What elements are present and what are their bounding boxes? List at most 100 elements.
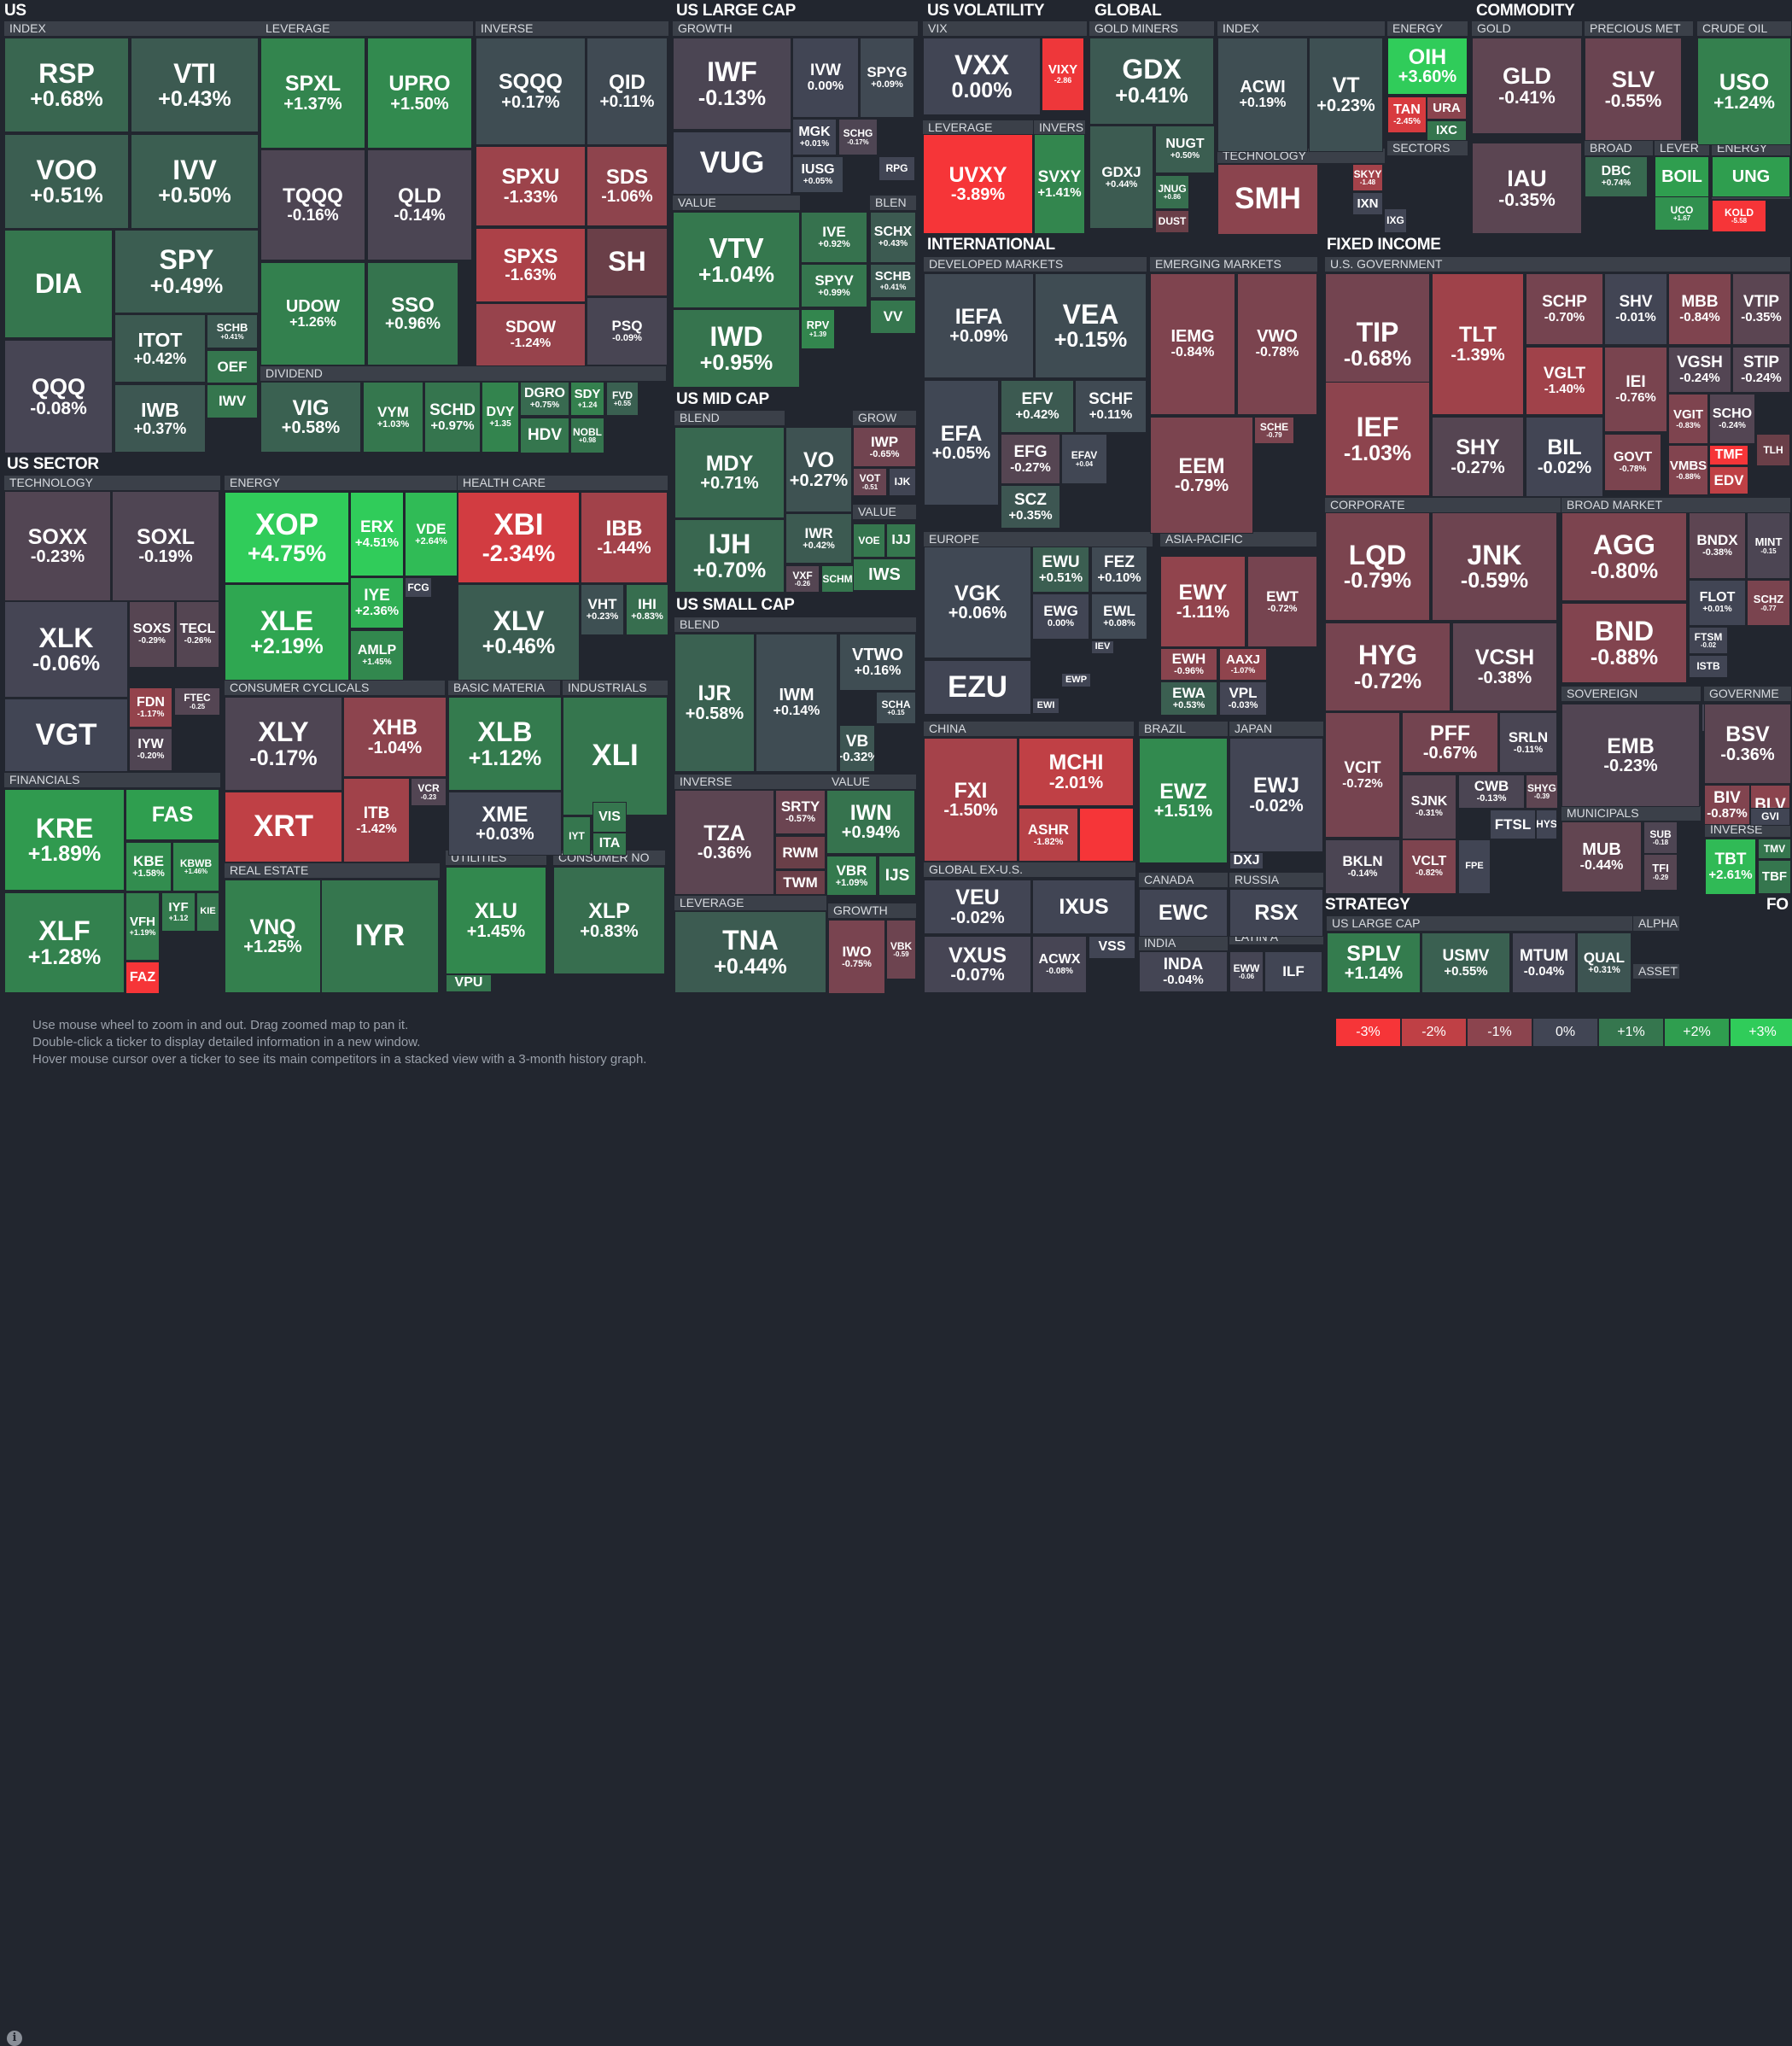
tile-iwr[interactable]: IWR +0.42% xyxy=(785,513,852,564)
tile-iwf[interactable]: IWF -0.13% xyxy=(673,38,791,130)
tile-ashr[interactable]: ASHR -1.82% xyxy=(1019,808,1078,862)
tile-jnug[interactable]: JNUG +0.86 xyxy=(1155,175,1189,209)
tile-fvd[interactable]: FVD +0.55 xyxy=(606,382,639,416)
tile-slv[interactable]: SLV -0.55% xyxy=(1585,38,1682,141)
tile-vfh[interactable]: VFH +1.19% xyxy=(125,892,160,961)
tile-spyv[interactable]: SPYV +0.99% xyxy=(801,264,867,307)
tile-ewa[interactable]: EWA +0.53% xyxy=(1160,681,1217,716)
tile-iwo[interactable]: IWO -0.75% xyxy=(828,920,885,994)
tile-fpe[interactable]: FPE xyxy=(1458,839,1491,894)
tile-vtwo[interactable]: VTWO +0.16% xyxy=(839,634,916,691)
tile-dvy[interactable]: DVY +1.35 xyxy=(482,382,519,453)
tile-iwn[interactable]: IWN +0.94% xyxy=(826,790,915,854)
tile-iei[interactable]: IEI -0.76% xyxy=(1604,347,1667,432)
tile-xop[interactable]: XOP +4.75% xyxy=(225,492,349,583)
tile-iwp[interactable]: IWP -0.65% xyxy=(853,427,916,467)
tile-spxu[interactable]: SPXU -1.33% xyxy=(476,146,586,226)
tile-acwi[interactable]: ACWI +0.19% xyxy=(1217,38,1308,152)
tile-xme[interactable]: XME +0.03% xyxy=(448,792,562,856)
tile-mint[interactable]: MINT -0.15 xyxy=(1747,512,1790,579)
tile-vcr[interactable]: VCR -0.23 xyxy=(411,778,447,806)
tile-xrt[interactable]: XRT xyxy=(225,792,342,862)
tile-splv[interactable]: SPLV +1.14% xyxy=(1327,932,1421,993)
tile-vgsh[interactable]: VGSH -0.24% xyxy=(1668,347,1731,393)
tile-schp[interactable]: SCHP -0.70% xyxy=(1526,273,1603,345)
tile-soxl[interactable]: SOXL -0.19% xyxy=(112,491,219,601)
tile-qid[interactable]: QID +0.11% xyxy=(587,38,668,145)
tile-ung[interactable]: UNG xyxy=(1712,156,1790,197)
tile-gld[interactable]: GLD -0.41% xyxy=(1472,38,1582,134)
tile-fdn[interactable]: FDN -1.17% xyxy=(129,687,172,728)
tile-iwm[interactable]: IWM +0.14% xyxy=(756,634,838,772)
tile-sub[interactable]: SUB -0.18 xyxy=(1643,821,1678,854)
tile-boil[interactable]: BOIL xyxy=(1655,156,1709,197)
tile-spxs[interactable]: SPXS -1.63% xyxy=(476,228,586,302)
tile-schx[interactable]: SCHX +0.43% xyxy=(870,212,916,263)
tile-vbk[interactable]: VBK -0.59 xyxy=(886,920,916,979)
tile-ijk[interactable]: IJK xyxy=(889,468,916,496)
tile-ftec[interactable]: FTEC -0.25 xyxy=(174,687,220,716)
tile-iws[interactable]: IWS xyxy=(853,558,916,591)
tile-dia[interactable]: DIA xyxy=(4,230,113,338)
tile-ewi[interactable]: EWI xyxy=(1032,698,1059,714)
tile-xlb[interactable]: XLB +1.12% xyxy=(448,697,562,791)
tile-vbr[interactable]: VBR +1.09% xyxy=(826,856,877,896)
tile-vcit[interactable]: VCIT -0.72% xyxy=(1325,712,1400,838)
tile-shyg[interactable]: SHYG -0.39 xyxy=(1526,775,1558,809)
tile-faz[interactable]: FAZ xyxy=(125,962,160,994)
tile-eem[interactable]: EEM -0.79% xyxy=(1150,417,1253,534)
tile-vti[interactable]: VTI +0.43% xyxy=(131,38,259,132)
tile-sche[interactable]: SCHE -0.79 xyxy=(1254,417,1294,444)
tile-xlk[interactable]: XLK -0.06% xyxy=(4,601,128,698)
tile-sjnk[interactable]: SJNK -0.31% xyxy=(1402,775,1456,839)
tile-ewp[interactable]: EWP xyxy=(1061,673,1091,687)
tile-tna[interactable]: TNA +0.44% xyxy=(674,911,826,993)
tile-mchi[interactable]: MCHI -2.01% xyxy=(1019,738,1134,806)
tile-iusg[interactable]: IUSG +0.05% xyxy=(792,156,843,193)
tile-gdx[interactable]: GDX +0.41% xyxy=(1089,38,1214,125)
tile-bkln[interactable]: BKLN -0.14% xyxy=(1325,839,1400,894)
tile-ftsm[interactable]: FTSM -0.02 xyxy=(1689,627,1728,654)
tile-efav[interactable]: EFAV +0.04 xyxy=(1061,434,1107,484)
tile-iyw[interactable]: IYW -0.20% xyxy=(129,728,172,771)
tile-vht[interactable]: VHT +0.23% xyxy=(581,584,624,635)
tile-ewh[interactable]: EWH -0.96% xyxy=(1160,648,1217,681)
tile-sso[interactable]: SSO +0.96% xyxy=(367,262,458,365)
tile-nugt[interactable]: NUGT +0.50% xyxy=(1155,126,1215,173)
tile-vmbs[interactable]: VMBS -0.88% xyxy=(1668,445,1708,495)
tile-bsv[interactable]: BSV -0.36% xyxy=(1704,704,1791,784)
tile-ewj[interactable]: EWJ -0.02% xyxy=(1229,738,1323,852)
tile-iefa[interactable]: IEFA +0.09% xyxy=(924,273,1034,378)
tile-iwv[interactable]: IWV xyxy=(207,384,258,418)
tile-ief[interactable]: IEF -1.03% xyxy=(1325,382,1430,496)
tile-vnq[interactable]: VNQ +1.25% xyxy=(225,880,321,993)
tile-veu[interactable]: VEU -0.02% xyxy=(924,880,1031,934)
tile-mub[interactable]: MUB -0.44% xyxy=(1561,821,1642,892)
tile-ijh[interactable]: IJH +0.70% xyxy=(674,519,785,593)
tile-rsx[interactable]: RSX xyxy=(1229,889,1323,937)
tile-eww[interactable]: EWW -0.06 xyxy=(1229,951,1264,992)
tile-twm[interactable]: TWM xyxy=(775,870,826,895)
tile-scha[interactable]: SCHA +0.15 xyxy=(876,692,916,724)
tile-rpg[interactable]: RPG xyxy=(878,156,915,181)
tile-tlh[interactable]: TLH xyxy=(1756,434,1790,466)
tile-biv[interactable]: BIV -0.87% xyxy=(1704,785,1750,825)
tile-vea[interactable]: VEA +0.15% xyxy=(1035,273,1147,378)
tile-sqqq[interactable]: SQQQ +0.17% xyxy=(476,38,586,145)
tile-kbe[interactable]: KBE +1.58% xyxy=(125,842,172,891)
tile-xli[interactable]: XLI xyxy=(563,697,668,815)
tile-xlp[interactable]: XLP +0.83% xyxy=(553,867,665,974)
tile-iwb[interactable]: IWB +0.37% xyxy=(114,384,206,453)
tile-tlt[interactable]: TLT -1.39% xyxy=(1432,273,1524,415)
tile-bndx[interactable]: BNDX -0.38% xyxy=(1689,512,1746,579)
tile-ivv[interactable]: IVV +0.50% xyxy=(131,134,259,229)
tile-dxj[interactable]: DXJ xyxy=(1229,852,1264,869)
tile-ixn[interactable]: IXN xyxy=(1352,192,1383,215)
tile-ftsl[interactable]: FTSL xyxy=(1490,810,1536,839)
tile-qqq[interactable]: QQQ -0.08% xyxy=(4,340,113,453)
tile-sdy[interactable]: SDY +1.24 xyxy=(570,382,604,416)
tile-rpv[interactable]: RPV +1.39 xyxy=(801,309,835,349)
tile-ijj[interactable]: IJJ xyxy=(886,523,916,558)
tile-tecl[interactable]: TECL -0.26% xyxy=(176,601,219,668)
tile-vgit[interactable]: VGIT -0.83% xyxy=(1668,394,1708,444)
